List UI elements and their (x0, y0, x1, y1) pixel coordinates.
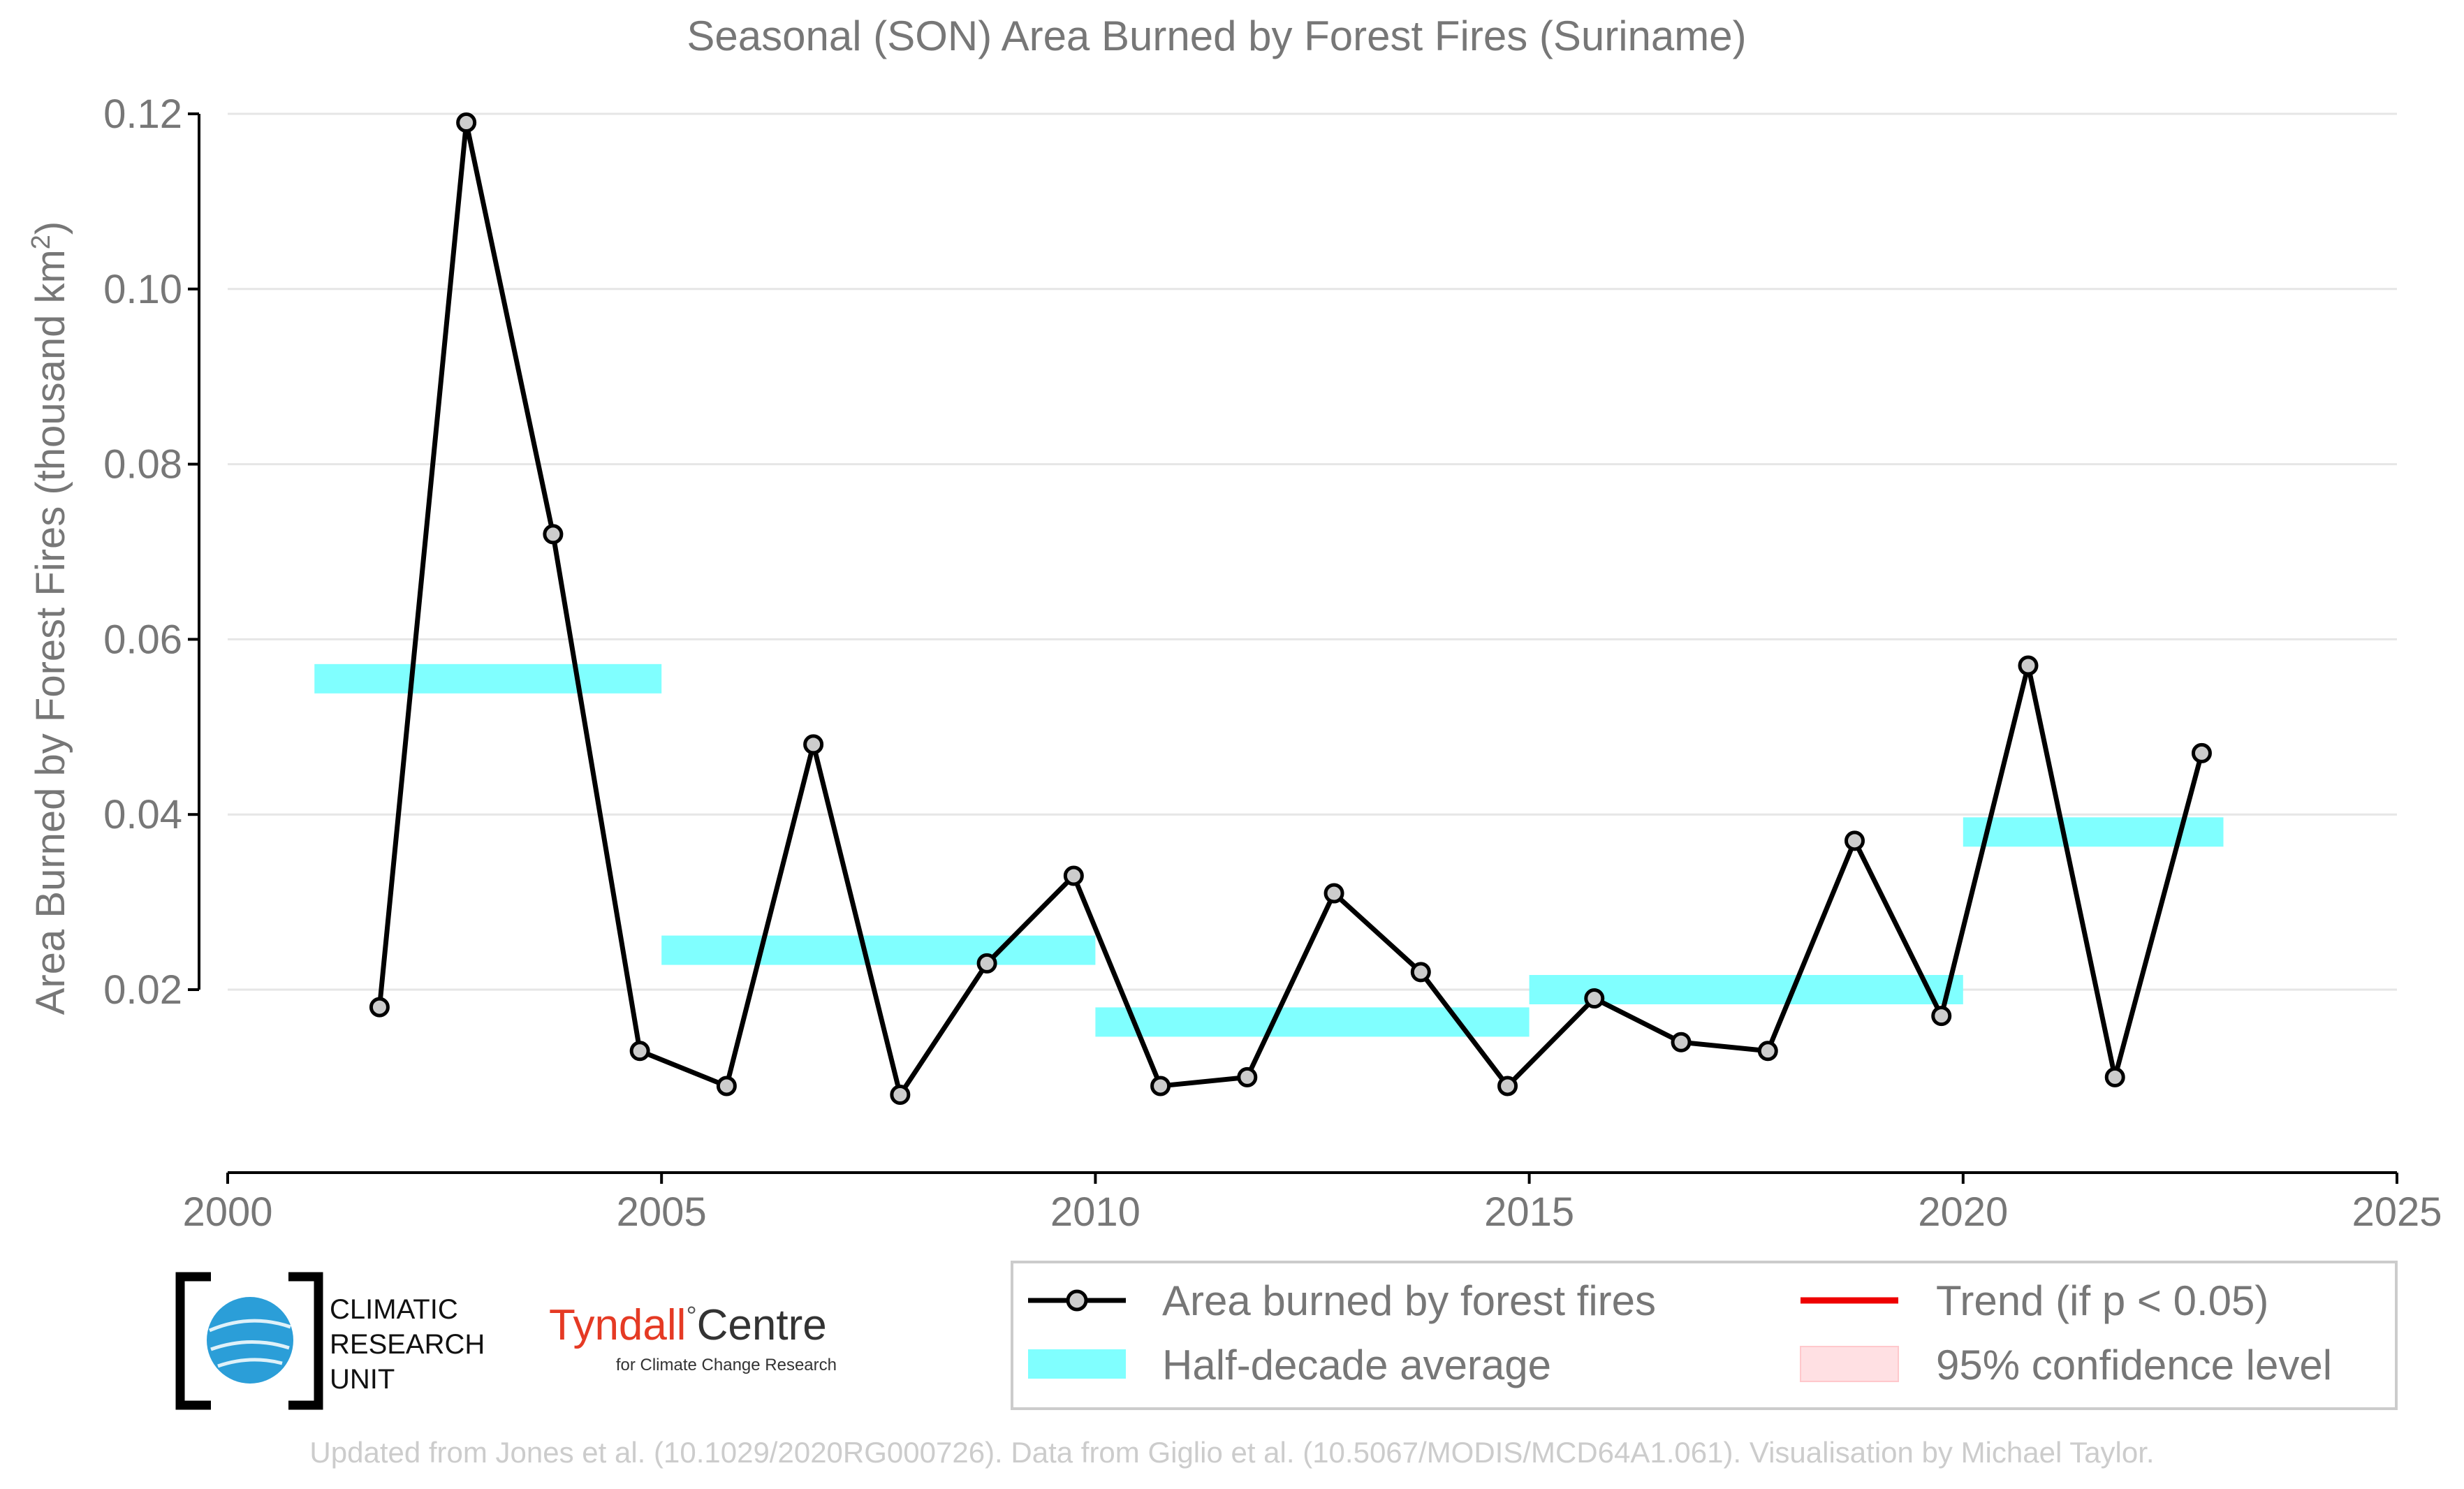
ytick-label-0.12: 0.12 (103, 91, 182, 137)
legend-label-trend: Trend (if p < 0.05) (1936, 1277, 2268, 1324)
ytick-label-0.06: 0.06 (103, 617, 182, 662)
data-point-1 (456, 112, 477, 133)
legend-item-half-decade: Half-decade average (1028, 1342, 1551, 1388)
x-ticks: 2000 2005 2010 2015 2020 2025 (182, 1173, 2442, 1235)
data-point-21 (2191, 742, 2212, 763)
chart-title: Seasonal (SON) Area Burned by Forest Fir… (687, 13, 1746, 59)
half-decade-band-0 (314, 663, 662, 694)
xtick-label-2015: 2015 (1484, 1189, 1574, 1235)
legend-item-trend: Trend (if p < 0.05) (1801, 1277, 2268, 1324)
data-point-15 (1671, 1032, 1692, 1052)
xtick-label-2025: 2025 (2352, 1189, 2442, 1235)
ytick-label-0.04: 0.04 (103, 792, 182, 837)
data-point-9 (1150, 1076, 1171, 1096)
legend-label-half-decade: Half-decade average (1162, 1342, 1551, 1388)
data-point-6 (890, 1084, 911, 1105)
data-point-12 (1410, 962, 1431, 983)
data-point-5 (803, 734, 824, 755)
cru-line-3: UNIT (330, 1364, 395, 1395)
data-point-4 (716, 1076, 737, 1096)
cru-logo: CLIMATIC RESEARCH UNIT (175, 1272, 485, 1410)
legend-item-area-burned: Area burned by forest fires (1028, 1277, 1656, 1324)
data-point-8 (1063, 865, 1084, 886)
data-point-19 (2018, 655, 2039, 676)
legend-marker-icon (1066, 1289, 1088, 1312)
data-point-18 (1931, 1006, 1952, 1027)
axes (198, 114, 2397, 1174)
data-point-2 (543, 524, 564, 545)
cru-line-2: RESEARCH (330, 1329, 485, 1360)
series-area-burned (369, 112, 2212, 1105)
ytick-label-0.10: 0.10 (103, 267, 182, 312)
y-axis-label: Area Burned by Forest Fires (thousand km… (27, 221, 73, 1015)
data-point-0 (369, 997, 390, 1018)
legend: Area burned by forest fires Trend (if p … (1011, 1261, 2398, 1410)
data-point-3 (629, 1041, 650, 1062)
ytick-label-0.02: 0.02 (103, 967, 182, 1013)
tyndall-logo: Tyndall°Centre for Climate Change Resear… (549, 1301, 837, 1374)
half-decade-band-1 (661, 935, 1096, 965)
tyndall-wordmark: Tyndall°Centre (549, 1301, 827, 1349)
data-point-20 (2104, 1066, 2125, 1087)
legend-label-area-burned: Area burned by forest fires (1162, 1277, 1656, 1324)
data-point-17 (1845, 830, 1865, 851)
xtick-label-2005: 2005 (617, 1189, 707, 1235)
xtick-label-2010: 2010 (1050, 1189, 1141, 1235)
data-point-7 (976, 953, 997, 974)
y-axis-label-sup: 2 (27, 235, 56, 249)
y-axis-label-prefix: Area Burned by Forest Fires (thousand km (28, 249, 73, 1015)
legend-label-confidence: 95% confidence level (1936, 1342, 2332, 1388)
footer-credit: Updated from Jones et al. (10.1029/2020R… (309, 1436, 2154, 1469)
data-point-14 (1584, 988, 1605, 1009)
y-axis-label-suffix: ) (28, 221, 73, 235)
y-ticks: 0.02 0.04 0.06 0.08 0.10 0.12 (103, 91, 199, 1013)
series-line-0 (376, 120, 2204, 1097)
xtick-label-2020: 2020 (1918, 1189, 2008, 1235)
legend-frame (1011, 1261, 2398, 1410)
data-point-10 (1237, 1066, 1258, 1087)
data-point-11 (1323, 883, 1344, 904)
cru-line-1: CLIMATIC (330, 1294, 458, 1325)
xtick-label-2000: 2000 (182, 1189, 272, 1235)
tyndall-subtitle: for Climate Change Research (616, 1356, 837, 1374)
legend-item-confidence: 95% confidence level (1800, 1342, 2332, 1388)
grid-lines (228, 112, 2397, 991)
data-point-13 (1497, 1076, 1518, 1096)
data-point-16 (1757, 1041, 1778, 1062)
half-decade-bands (314, 663, 2224, 1037)
ytick-label-0.08: 0.08 (103, 442, 182, 487)
